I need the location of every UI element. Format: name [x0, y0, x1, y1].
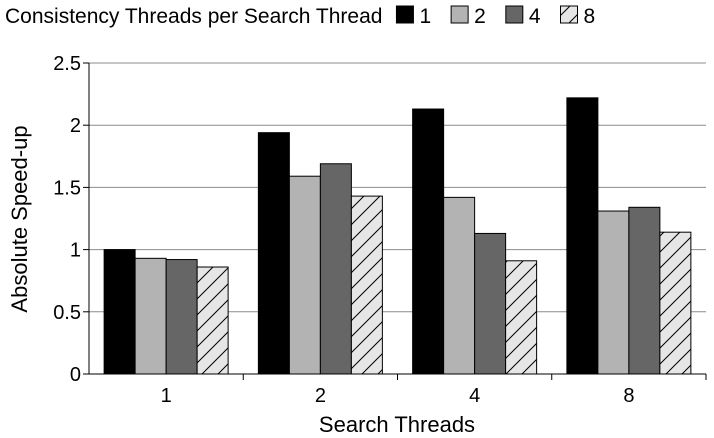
bar-series-4-cat-4 — [474, 232, 507, 375]
legend-title: Consistency Threads per Search Thread — [5, 5, 382, 28]
y-tick-label: 1.5 — [53, 177, 81, 199]
legend-label-1: 1 — [419, 5, 431, 28]
legend-swatch-4 — [505, 5, 524, 24]
bars — [103, 97, 692, 375]
y-axis-ticks: 0 0.5 1 1.5 2 2.5 — [53, 53, 89, 386]
bar-series-8-cat-4 — [505, 260, 538, 375]
y-tick-label: 2 — [70, 115, 81, 137]
bar-series-8-cat-8 — [659, 231, 692, 375]
bar-series-4-cat-1 — [165, 259, 198, 375]
bar-series-1-cat-4 — [412, 108, 445, 375]
bar-series-1-cat-2 — [257, 132, 290, 375]
x-axis-ticks: 1 2 4 8 — [161, 374, 707, 407]
legend-swatch-1 — [395, 5, 414, 24]
x-tick-label: 4 — [469, 385, 480, 407]
bar-series-2-cat-2 — [288, 175, 321, 375]
bar-series-1-cat-8 — [566, 97, 599, 375]
y-tick-label: 2.5 — [53, 53, 81, 75]
legend-swatch-8 — [560, 5, 578, 24]
legend: Consistency Threads per Search Thread 1 2… — [5, 5, 595, 28]
x-tick-label: 8 — [623, 385, 634, 407]
x-tick-label: 2 — [315, 385, 326, 407]
legend-label-4: 4 — [529, 5, 541, 28]
legend-swatch-2 — [450, 5, 469, 24]
bar-series-4-cat-2 — [319, 163, 352, 375]
bar-series-8-cat-1 — [196, 266, 229, 375]
x-axis-title: Search Threads — [319, 412, 475, 437]
bar-series-2-cat-1 — [134, 257, 167, 375]
y-tick-label: 0 — [70, 364, 81, 386]
y-axis-title: Absolute Speed-up — [7, 125, 32, 312]
legend-label-8: 8 — [584, 5, 596, 28]
bar-series-8-cat-2 — [350, 195, 383, 375]
x-tick-label: 1 — [161, 385, 172, 407]
y-tick-label: 0.5 — [53, 302, 81, 324]
bar-series-2-cat-8 — [597, 210, 630, 375]
y-tick-label: 1 — [70, 240, 81, 262]
bar-series-4-cat-8 — [628, 206, 661, 375]
bar-series-2-cat-4 — [443, 196, 476, 375]
legend-label-2: 2 — [474, 5, 486, 28]
bar-series-1-cat-1 — [103, 249, 136, 375]
